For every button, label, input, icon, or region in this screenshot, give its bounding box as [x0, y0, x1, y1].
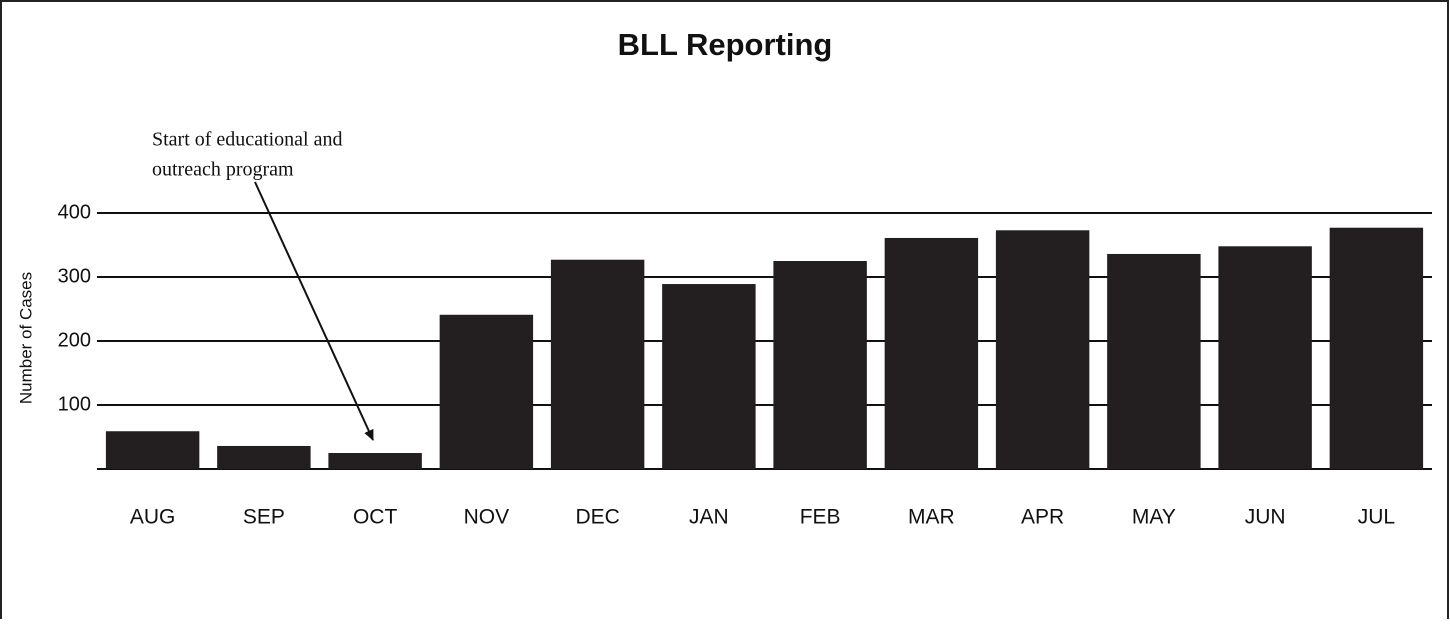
- annotation: outreach program: [152, 159, 294, 181]
- bar: [773, 261, 867, 469]
- bar: [105, 431, 200, 469]
- y-tick-label: 200: [58, 329, 91, 351]
- bar: [662, 284, 756, 469]
- x-tick-label: NOV: [464, 506, 510, 529]
- bar: [328, 453, 422, 469]
- bar: [439, 314, 534, 469]
- x-tick-label: AUG: [130, 506, 176, 529]
- x-tick-label: JAN: [689, 506, 729, 529]
- y-tick-label: 400: [58, 201, 91, 223]
- x-tick-label: MAR: [908, 506, 955, 529]
- x-tick-label: SEP: [243, 506, 285, 529]
- bar: [217, 445, 311, 469]
- y-tick-label: 300: [58, 265, 91, 287]
- x-tick-label: MAY: [1132, 506, 1176, 529]
- x-tick-label: OCT: [353, 506, 398, 529]
- x-tick-label: DEC: [575, 506, 619, 529]
- x-tick-label: JUL: [1358, 506, 1395, 529]
- x-tick-label: JUN: [1245, 506, 1286, 529]
- bar: [995, 230, 1090, 469]
- annotation-arrow: [254, 181, 374, 441]
- bar: [1218, 246, 1312, 469]
- bar: [550, 259, 645, 469]
- bar: [884, 237, 979, 469]
- bar: [1107, 253, 1201, 469]
- annotation: Start of educational and: [152, 129, 343, 151]
- y-tick-label: 100: [58, 393, 91, 415]
- y-axis-label: Number of Cases: [16, 272, 35, 404]
- x-tick-label: APR: [1021, 506, 1064, 529]
- x-tick-label: FEB: [800, 506, 841, 529]
- bar: [1329, 227, 1424, 469]
- chart-title: BLL Reporting: [618, 27, 833, 62]
